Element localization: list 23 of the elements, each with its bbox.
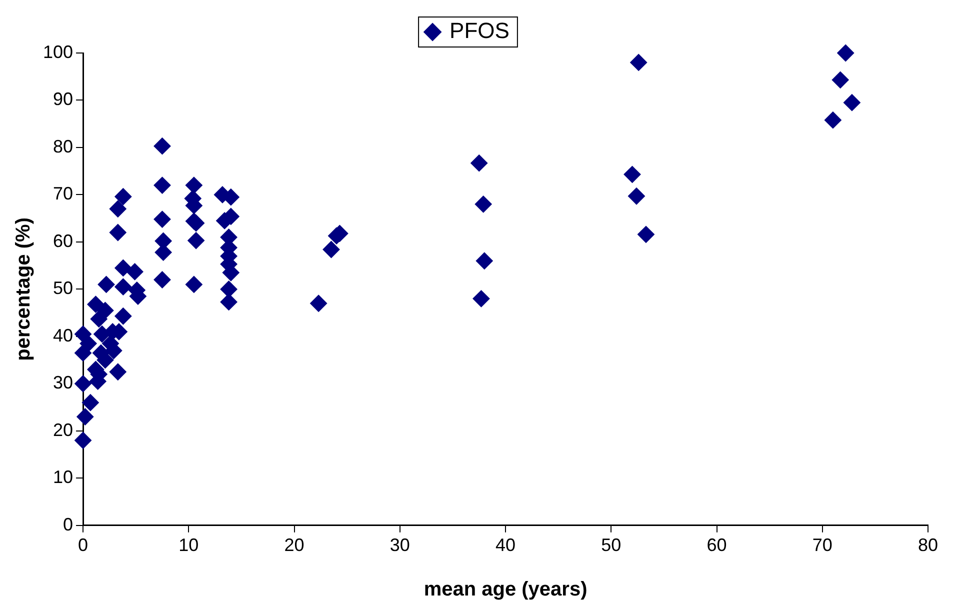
y-tick-label: 30 xyxy=(53,372,74,393)
x-tick-label: 10 xyxy=(178,535,199,556)
legend-label: PFOS xyxy=(450,18,510,44)
x-tick-label: 40 xyxy=(496,535,516,556)
y-tick-label: 100 xyxy=(42,42,74,62)
x-tick-label: 60 xyxy=(706,535,727,556)
y-tick-label: 60 xyxy=(53,230,74,251)
x-tick-label: 0 xyxy=(78,535,88,556)
x-tick-label: 50 xyxy=(601,535,622,556)
y-tick-label: 10 xyxy=(53,467,74,488)
x-tick-label: 70 xyxy=(812,535,832,556)
y-axis-title: percentage (%) xyxy=(12,218,35,361)
y-tick-label: 80 xyxy=(53,136,74,156)
y-tick-label: 70 xyxy=(53,184,74,204)
x-tick-label: 80 xyxy=(918,535,938,556)
y-tick-label: 20 xyxy=(53,420,74,440)
x-axis-title: mean age (years) xyxy=(424,578,588,601)
x-tick-label: 20 xyxy=(284,535,304,556)
y-tick-label: 0 xyxy=(63,514,74,534)
x-tick-label: 30 xyxy=(390,535,410,556)
y-tick-label: 40 xyxy=(53,325,74,346)
y-tick-label: 90 xyxy=(53,89,74,110)
y-tick-label: 50 xyxy=(53,278,74,298)
